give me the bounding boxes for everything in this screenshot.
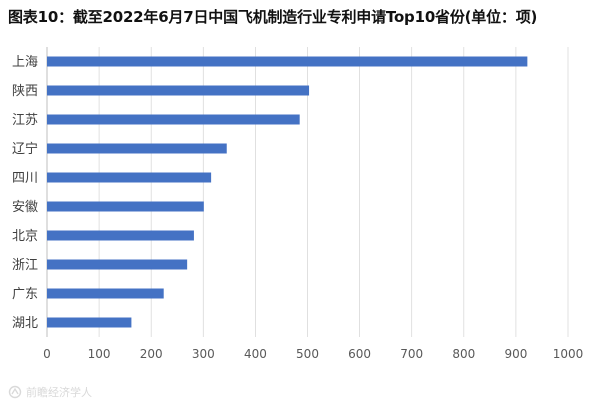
category-label: 四川 xyxy=(12,171,38,186)
x-tick-label: 200 xyxy=(140,347,163,361)
x-tick-label: 0 xyxy=(43,347,51,361)
x-tick-label: 300 xyxy=(192,347,215,361)
category-label: 浙江 xyxy=(12,258,38,273)
bars xyxy=(47,56,528,328)
bar-0 xyxy=(47,56,528,67)
x-axis-tick-labels: 0 100 200 300 400 500 600 700 800 900 1000 xyxy=(43,347,583,361)
category-label: 北京 xyxy=(12,229,38,244)
bar-7 xyxy=(47,259,188,270)
bar-9 xyxy=(47,317,132,328)
bar-6 xyxy=(47,230,194,241)
category-label: 安徽 xyxy=(12,200,38,215)
category-label: 陕西 xyxy=(12,84,38,99)
x-tick-label: 100 xyxy=(88,347,111,361)
category-label: 湖北 xyxy=(12,316,38,331)
x-tick-label: 400 xyxy=(244,347,267,361)
x-tick-label: 600 xyxy=(348,347,371,361)
x-tick-label: 700 xyxy=(400,347,423,361)
category-label: 江苏 xyxy=(12,112,38,128)
watermark-text: 前瞻经济学人 xyxy=(26,386,92,399)
bar-4 xyxy=(47,172,212,183)
x-tick-label: 500 xyxy=(296,347,319,361)
chart-title: 图表10：截至2022年6月7日中国飞机制造行业专利申请Top10省份(单位：项… xyxy=(8,8,538,26)
bar-2 xyxy=(47,114,300,125)
category-label: 广东 xyxy=(12,287,38,302)
category-label: 上海 xyxy=(12,55,38,70)
bar-5 xyxy=(47,201,204,212)
watermark: 前瞻经济学人 xyxy=(8,384,92,400)
x-tick-label: 800 xyxy=(452,347,475,361)
bar-8 xyxy=(47,288,164,299)
x-tick-label: 1000 xyxy=(553,347,584,361)
x-tick-label: 900 xyxy=(504,347,527,361)
bar-3 xyxy=(47,143,227,154)
bar-1 xyxy=(47,85,310,96)
category-label: 辽宁 xyxy=(12,141,38,157)
watermark-logo-icon xyxy=(8,385,22,399)
